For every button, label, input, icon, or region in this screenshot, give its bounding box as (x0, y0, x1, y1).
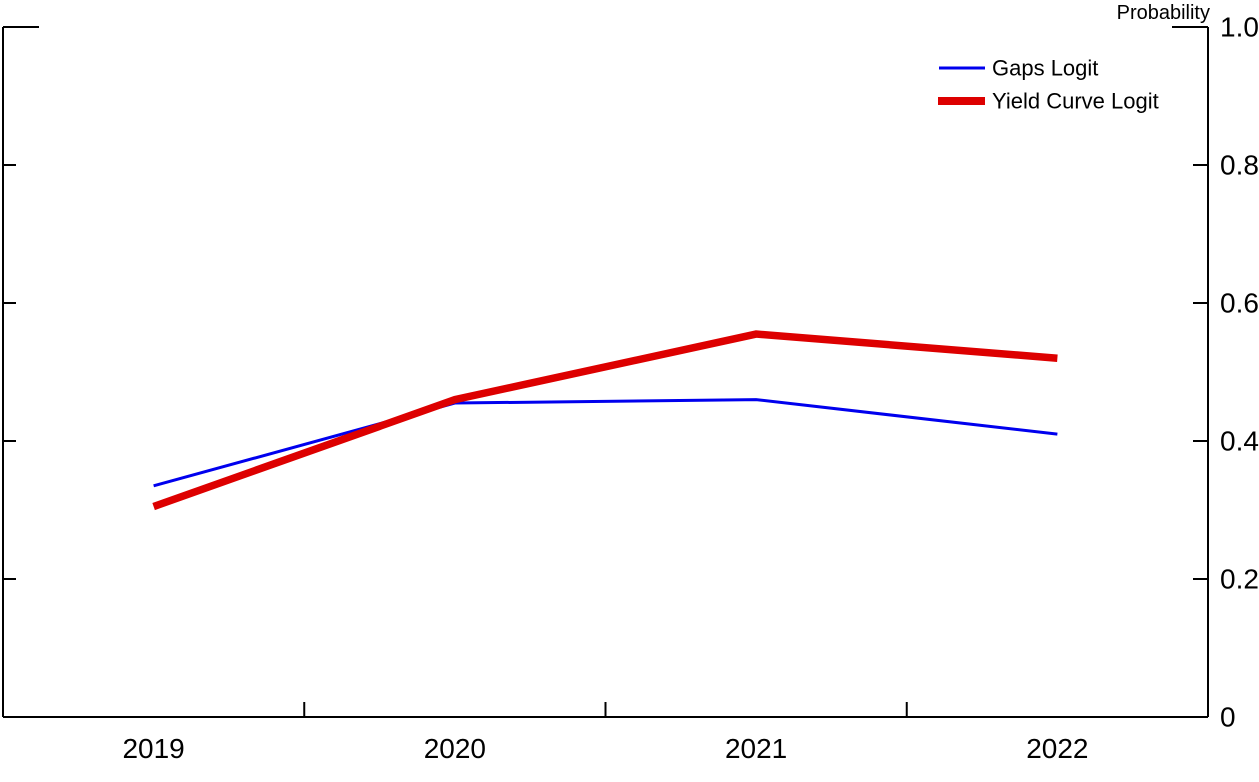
x-tick-label: 2022 (1026, 733, 1088, 764)
right-axis-title: Probability (1117, 2, 1210, 24)
legend: Gaps Logit Yield Curve Logit (938, 56, 1159, 114)
y-tick-label: 1.0 (1220, 12, 1259, 43)
axis-ticks (3, 164, 1208, 717)
series-line-yield-curve-logit (152, 330, 1058, 511)
legend-label-yield-curve-logit: Yield Curve Logit (992, 89, 1159, 114)
x-tick-label: 2021 (725, 733, 787, 764)
y-tick-label: 0.2 (1220, 564, 1259, 595)
legend-label-gaps-logit: Gaps Logit (992, 56, 1098, 81)
y-tick-label: 0.4 (1220, 426, 1259, 457)
y-tick-label: 0 (1220, 702, 1236, 733)
series-line-gaps-logit (153, 398, 1058, 488)
axis-tick-labels: 1.0 0.8 0.6 0.4 0.2 0 2019 2020 2021 2022 (122, 12, 1258, 765)
y-tick-label: 0.8 (1220, 150, 1259, 181)
x-tick-label: 2020 (424, 733, 486, 764)
data-series (152, 330, 1058, 511)
x-tick-label: 2019 (122, 733, 184, 764)
axes-frame (2, 26, 1209, 718)
y-tick-label: 0.6 (1220, 288, 1259, 319)
